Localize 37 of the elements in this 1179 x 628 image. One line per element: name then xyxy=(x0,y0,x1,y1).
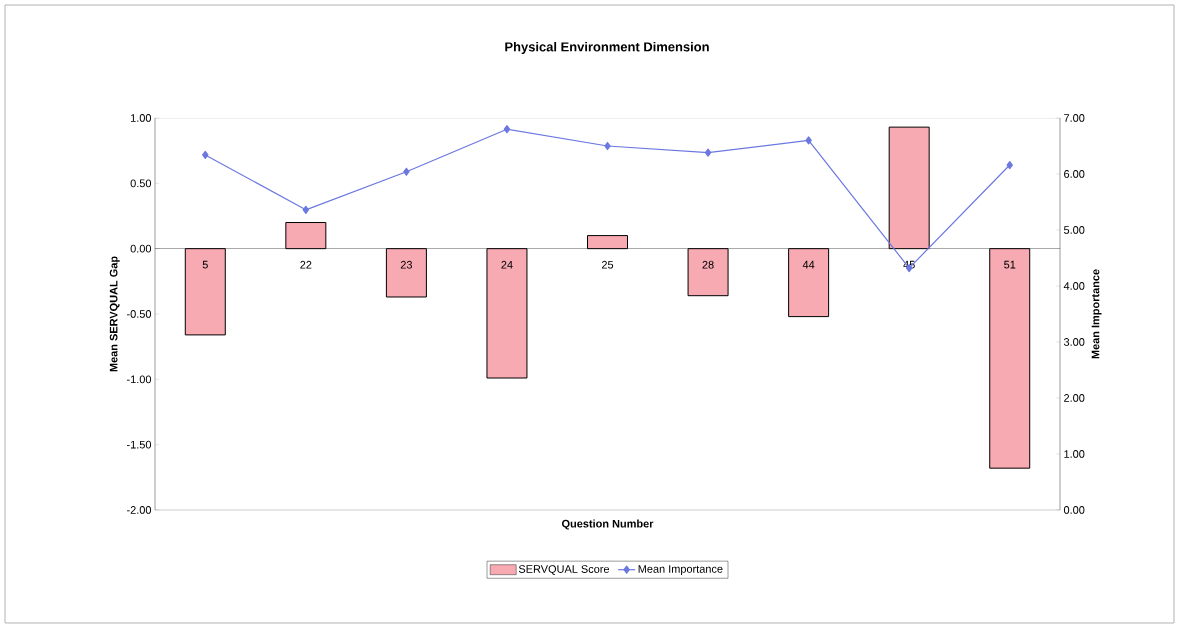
y2-tick-label: 0.00 xyxy=(1063,506,1085,514)
y2-tick-label: 1.00 xyxy=(1064,450,1085,458)
x-tick-label: 23 xyxy=(400,260,413,269)
x-axis-title: Question Number xyxy=(561,519,654,530)
y-tick-label: 0.50 xyxy=(130,179,152,188)
y-tick-label: 0.00 xyxy=(130,244,152,253)
x-tick-label: 22 xyxy=(300,260,312,269)
x-tick-label: 5 xyxy=(202,260,208,269)
point xyxy=(302,205,310,214)
point xyxy=(1006,160,1013,170)
y2-tick-label: 5.00 xyxy=(1063,226,1085,234)
y2-axis-title: Mean Importance xyxy=(1091,269,1102,359)
point xyxy=(503,125,511,134)
legend-label: Mean Importance xyxy=(638,565,723,575)
y-tick-label: 1.00 xyxy=(130,114,152,122)
y-tick-label: -1.50 xyxy=(127,440,152,449)
y2-tick-label: 2.00 xyxy=(1064,394,1085,402)
point xyxy=(403,167,410,176)
y2-tick-label: 4.00 xyxy=(1063,282,1085,290)
legend-label: SERVQUAL Score xyxy=(518,565,610,575)
point xyxy=(805,136,812,145)
point xyxy=(704,148,712,157)
y2-tick-label: 6.00 xyxy=(1064,170,1085,178)
y2-tick-label: 3.00 xyxy=(1063,338,1085,346)
point xyxy=(604,141,611,151)
x-tick-label: 28 xyxy=(702,260,714,269)
y-tick-label: -2.00 xyxy=(127,506,152,514)
y2-tick-label: 7.00 xyxy=(1064,114,1085,122)
y-tick-label: -1.00 xyxy=(127,375,152,384)
point xyxy=(202,150,209,160)
x-tick-label: 44 xyxy=(802,260,815,269)
chart-title: Physical Environment Dimension xyxy=(505,41,709,55)
x-tick-label: 51 xyxy=(1004,260,1016,269)
y-tick-label: -0.50 xyxy=(127,310,152,318)
x-tick-label: 24 xyxy=(501,260,513,269)
y-axis-title: Mean SERVQUAL Gap xyxy=(109,256,120,372)
x-tick-label: 25 xyxy=(601,260,614,269)
